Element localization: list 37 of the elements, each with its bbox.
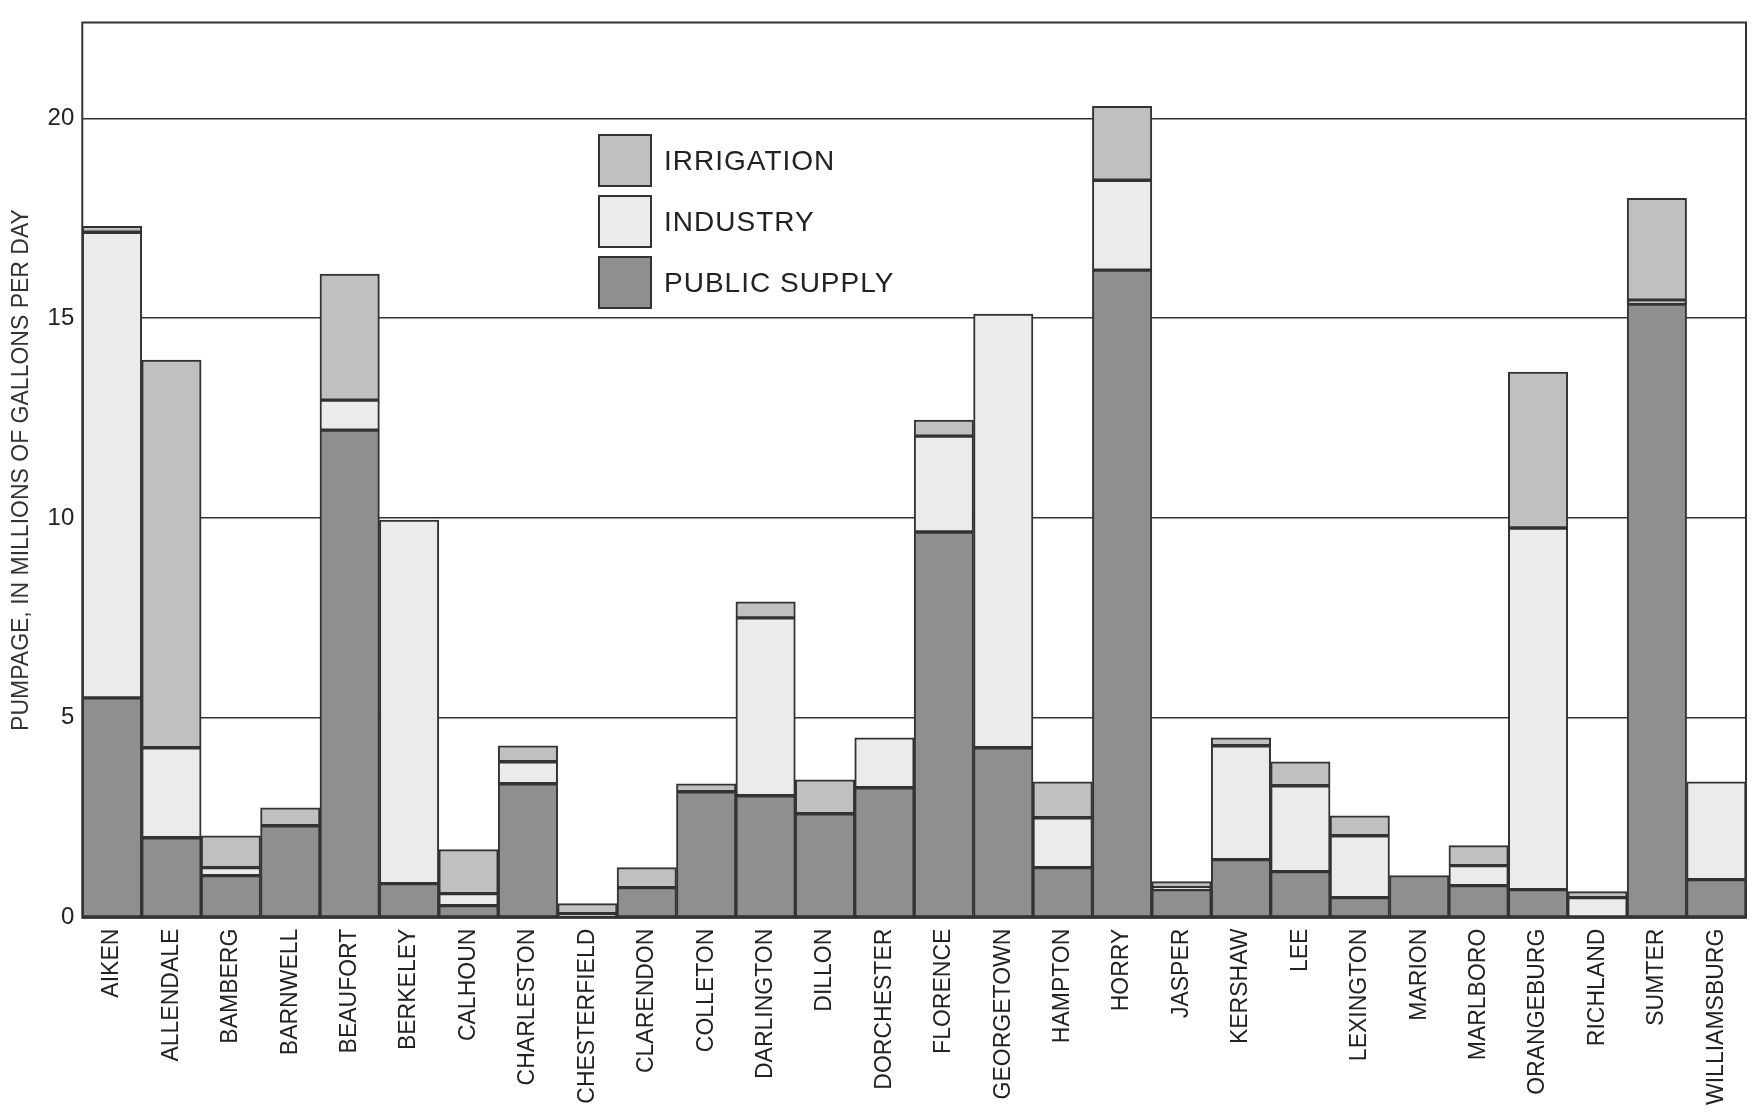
y-axis-title: PUMPAGE, IN MILLIONS OF GALLONS PER DAY xyxy=(7,209,34,731)
x-tick-label: JASPER xyxy=(1166,928,1193,1019)
x-tick-label: CHARLESTON xyxy=(513,928,540,1086)
x-tick-label: COLLETON xyxy=(691,928,718,1053)
x-tick-label: MARION xyxy=(1404,928,1431,1021)
x-tick-label: LEXINGTON xyxy=(1345,928,1372,1062)
x-tick-label: WILLIAMSBURG xyxy=(1701,928,1728,1106)
x-tick-label: RICHLAND xyxy=(1582,928,1609,1047)
legend-label: INDUSTRY xyxy=(664,205,815,238)
x-tick-label: BAMBERG xyxy=(216,928,243,1044)
y-tick-label: 10 xyxy=(47,502,75,530)
x-tick-label: ORANGEBURG xyxy=(1523,928,1550,1095)
x-tick-label: HORRY xyxy=(1107,928,1134,1012)
legend-label: PUBLIC SUPPLY xyxy=(664,266,895,299)
x-tick-label: BERKELEY xyxy=(394,928,421,1051)
x-tick-label: FLORENCE xyxy=(929,928,956,1054)
x-tick-label: SUMTER xyxy=(1642,928,1669,1026)
x-tick-label: KERSHAW xyxy=(1226,928,1253,1045)
x-tick-label: CLARENDON xyxy=(632,928,659,1074)
x-tick-label: LEE xyxy=(1285,928,1312,973)
y-tick-label: 15 xyxy=(47,302,75,330)
x-tick-label: MARLBORO xyxy=(1463,928,1490,1061)
x-tick-label: AIKEN xyxy=(97,928,124,998)
y-tick-label: 0 xyxy=(60,902,75,930)
y-tick-label: 5 xyxy=(60,702,75,730)
x-tick-label: ALLENDALE xyxy=(156,928,183,1062)
x-tick-label: CALHOUN xyxy=(453,928,480,1042)
x-tick-label: DORCHESTER xyxy=(869,928,896,1090)
x-tick-label: GEORGETOWN xyxy=(988,928,1015,1100)
y-tick-label: 20 xyxy=(47,102,75,130)
legend-label: IRRIGATION xyxy=(664,144,836,177)
x-tick-label: DARLINGTON xyxy=(750,928,777,1080)
x-tick-label: HAMPTON xyxy=(1048,928,1075,1044)
x-tick-label: DILLON xyxy=(810,928,837,1012)
x-tick-label: BARNWELL xyxy=(275,928,302,1056)
x-tick-label: BEAUFORT xyxy=(335,928,362,1054)
x-tick-label: CHESTERFIELD xyxy=(572,928,599,1104)
